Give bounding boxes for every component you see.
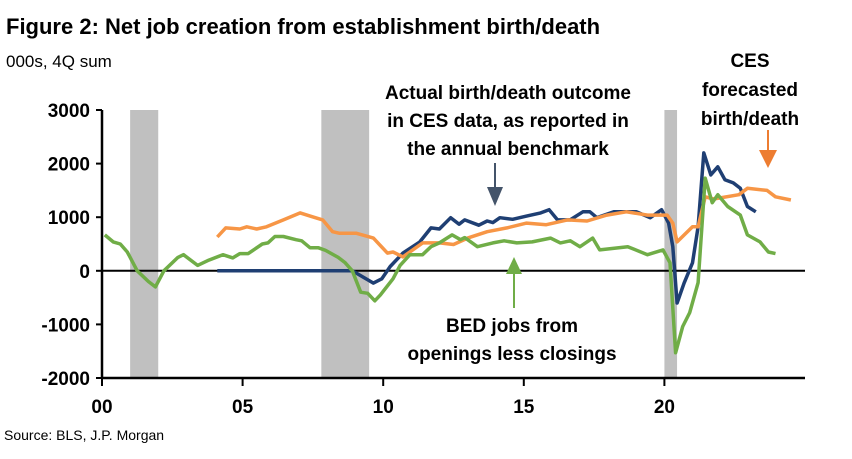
x-tick-label: 20 [654, 397, 675, 418]
source-note: Source: BLS, J.P. Morgan [4, 427, 165, 443]
annotation-actual-line2: in CES data, as reported in [387, 111, 629, 132]
y-tick-label: 0 [79, 262, 90, 283]
recession-band [130, 110, 159, 378]
chart-title: Figure 2: Net job creation from establis… [6, 14, 601, 39]
y-tick-label: -2000 [41, 369, 90, 390]
x-tick-label: 15 [513, 397, 535, 418]
annotation-forecast-line2: forecasted [702, 80, 798, 101]
recession-band [321, 110, 370, 378]
annotation-actual-line3: the annual benchmark [407, 139, 609, 160]
arrow-down-icon-actual [487, 163, 503, 206]
annotation-actual-line1: Actual birth/death outcome [385, 83, 631, 104]
arrow-up-icon-bed [506, 257, 522, 308]
arrow-down-icon-forecast [759, 130, 777, 168]
x-tick-label: 05 [232, 397, 254, 418]
annotation-bed-line1: BED jobs from [446, 316, 578, 337]
series-line-forecast [216, 186, 792, 259]
y-tick-label: 3000 [48, 101, 90, 122]
x-tick-label: 10 [373, 397, 394, 418]
series-line-bed [103, 176, 776, 355]
x-tick-label: 00 [91, 397, 112, 418]
y-tick-label: 2000 [48, 155, 90, 176]
annotation-forecast-line3: birth/death [701, 109, 799, 130]
chart-subtitle: 000s, 4Q sum [6, 52, 112, 71]
annotation-bed-line2: openings less closings [407, 344, 616, 365]
y-tick-label: -1000 [41, 315, 90, 336]
y-tick-label: 1000 [48, 208, 90, 229]
annotation-forecast-line1: CES [730, 51, 769, 72]
